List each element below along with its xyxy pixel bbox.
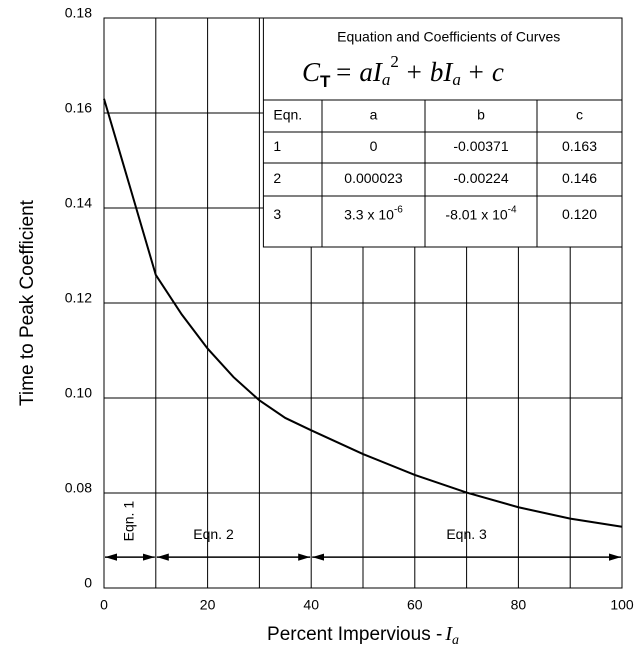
y-tick-label: 0	[84, 575, 92, 591]
label-part: a	[452, 70, 461, 89]
table-cell: a	[370, 107, 378, 123]
table-cell: -0.00371	[453, 138, 508, 154]
label-part: -8.01 x 10	[445, 206, 507, 222]
annotation-label: Eqn. 2	[193, 526, 234, 542]
plot-frame	[103, 17, 623, 589]
y-tick-label: 0.12	[65, 290, 92, 306]
x-tick-label: 80	[511, 597, 527, 613]
x-tick-label: 0	[100, 597, 108, 613]
x-tick-label: 60	[407, 597, 423, 613]
x-tick-label: 100	[610, 597, 634, 613]
label-part: a	[382, 70, 391, 89]
table-cell: 0.163	[562, 138, 597, 154]
label-part: I	[442, 57, 454, 87]
table-formula: CT = aIa2 + bIa + c	[302, 52, 504, 92]
y-tick-label: 0.14	[65, 195, 92, 211]
label-part: I	[372, 57, 384, 87]
table-cell: b	[477, 107, 485, 123]
x-tick-label: 20	[200, 597, 216, 613]
y-tick-label: 0.16	[65, 100, 92, 116]
label-part: Percent Impervious -	[267, 624, 442, 645]
table-cell: 0	[370, 138, 378, 154]
label-part: 3.3 x 10	[344, 206, 394, 222]
table-cell: 0.120	[562, 206, 597, 222]
table-cell: c	[576, 107, 583, 123]
table-title: Equation and Coefficients of Curves	[337, 29, 560, 45]
table-cell: 1	[273, 138, 281, 154]
table-cell: 3	[273, 206, 281, 222]
y-tick-label: 0.18	[65, 5, 92, 21]
label-part: + b	[405, 57, 443, 87]
table-cell: 0.000023	[344, 170, 403, 186]
label-part: a	[452, 633, 459, 648]
label-part: 2	[390, 52, 399, 71]
x-tick-label: 40	[303, 597, 319, 613]
label-part: + c	[467, 57, 504, 87]
table-cell: 3.3 x 10-6	[344, 204, 403, 222]
data-line	[103, 98, 623, 528]
table-cell: -8.01 x 10-4	[445, 204, 517, 222]
x-axis-label: Percent Impervious - Ia	[267, 623, 459, 649]
label-part: C	[302, 57, 321, 87]
label-part: -6	[394, 204, 403, 215]
table-cell: 2	[273, 170, 281, 186]
label-part: T	[320, 72, 331, 91]
table-cell: 0.146	[562, 170, 597, 186]
label-part: -4	[508, 204, 517, 215]
y-tick-label: 0.10	[65, 385, 92, 401]
y-tick-label: 0.08	[65, 480, 92, 496]
y-axis-label: Time to Peak Coefficient	[17, 199, 38, 406]
label-part: = a	[334, 57, 372, 87]
annotation-label: Eqn. 3	[446, 526, 487, 542]
table-cell: Eqn.	[273, 107, 302, 123]
annotation-label: Eqn. 1	[121, 501, 137, 542]
table-cell: -0.00224	[453, 170, 508, 186]
label-part: I	[444, 623, 453, 645]
